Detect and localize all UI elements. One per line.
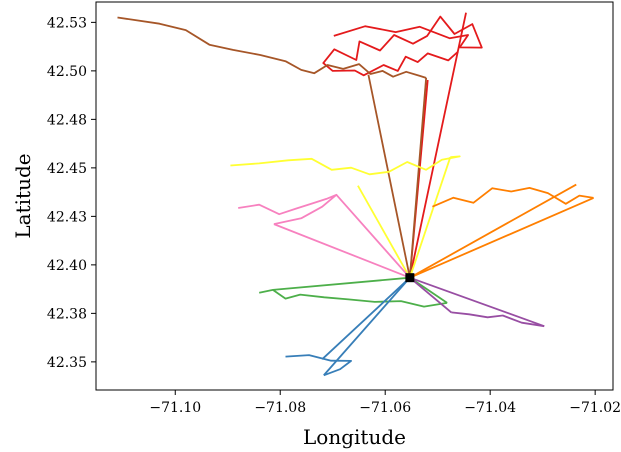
series-6-trajectory <box>259 288 448 308</box>
series-4-leg-2 <box>409 197 594 279</box>
series-layer <box>117 12 594 377</box>
plot-frame <box>95 1 614 391</box>
series-6-leg-1 <box>272 276 410 291</box>
y-tick-label: 42.43 <box>47 209 87 225</box>
series-4-leg-1 <box>409 183 577 279</box>
series-6 <box>259 276 448 308</box>
series-3-trajectory <box>230 155 461 176</box>
series-8-leg-1 <box>409 276 452 314</box>
y-axis-label: Latitude <box>11 153 35 238</box>
series-2-leg-1 <box>367 74 411 278</box>
series-5-leg-1 <box>335 194 411 279</box>
x-tick-label: −71.10 <box>149 400 201 416</box>
series-1-trajectory <box>322 15 483 77</box>
origin-marker <box>405 273 415 283</box>
series-7-leg-1 <box>321 277 411 360</box>
y-tick-label: 42.45 <box>47 161 87 177</box>
series-7 <box>285 277 411 377</box>
series-1-leg-1 <box>408 12 467 278</box>
series-3 <box>230 155 461 279</box>
series-7-leg-2 <box>323 277 411 376</box>
x-axis: −71.10 −71.08 −71.06 −71.04 −71.02 <box>149 390 621 416</box>
series-2-leg-2 <box>408 77 428 278</box>
x-tick-label: −71.04 <box>464 400 516 416</box>
y-tick-label: 42.35 <box>47 355 87 371</box>
series-5 <box>238 193 411 279</box>
series-4 <box>409 183 594 279</box>
series-7-trajectory <box>285 354 353 377</box>
y-axis: 42.35 42.38 42.40 42.43 42.45 42.48 42.50 42.53 <box>47 15 96 371</box>
x-tick-label: −71.08 <box>254 400 306 416</box>
series-3-leg-1 <box>357 185 411 279</box>
y-tick-label: 42.38 <box>47 306 87 322</box>
x-tick-label: −71.02 <box>569 400 621 416</box>
series-5-leg-2 <box>273 223 411 279</box>
x-tick-label: −71.06 <box>359 400 411 416</box>
series-2 <box>117 16 428 278</box>
y-tick-label: 42.48 <box>47 112 87 128</box>
y-tick-label: 42.40 <box>47 258 87 274</box>
series-8-leg-2 <box>409 276 545 328</box>
y-tick-label: 42.53 <box>47 15 87 31</box>
series-8-trajectory <box>451 311 545 328</box>
series-3-leg-2 <box>409 156 452 278</box>
x-axis-label: Longitude <box>303 425 406 449</box>
series-5-trajectory <box>238 193 338 225</box>
series-2-trajectory <box>117 16 427 79</box>
series-8 <box>409 276 545 328</box>
series-4-trajectory <box>432 186 594 208</box>
y-tick-label: 42.50 <box>47 64 87 80</box>
